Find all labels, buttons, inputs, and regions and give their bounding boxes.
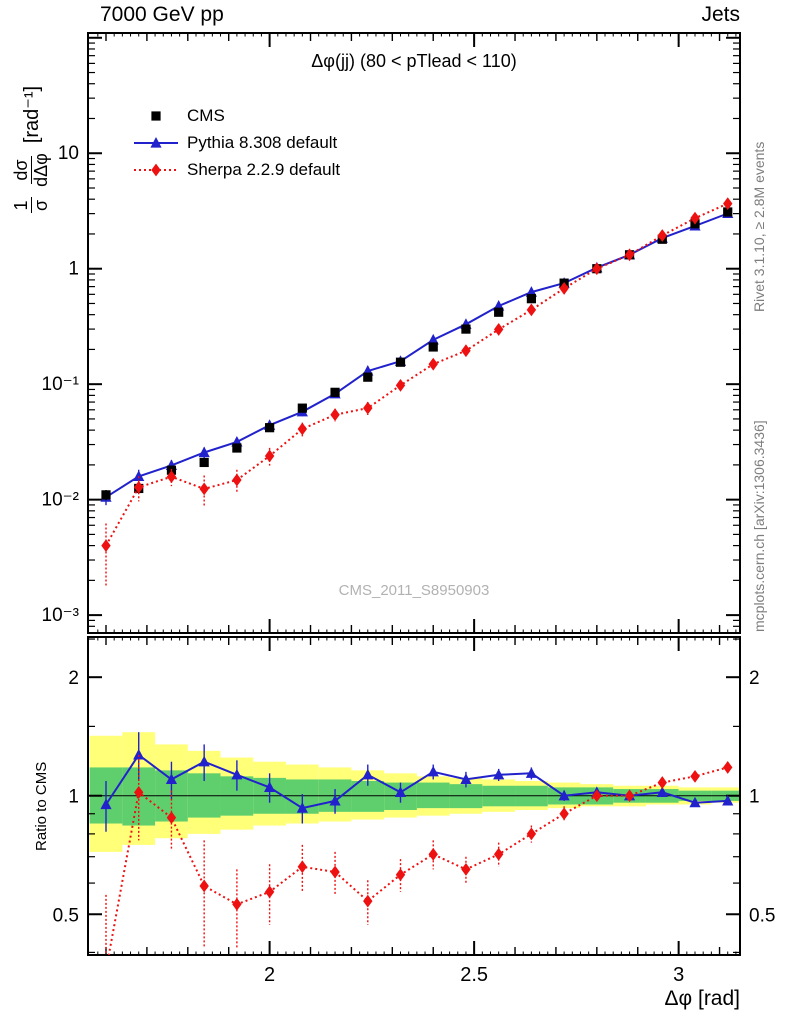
tick-label: 2 (68, 668, 79, 689)
beam-energy-label: 7000 GeV pp (100, 3, 224, 26)
legend-item-pythia: Pythia 8.308 default (133, 129, 340, 156)
legend-label-cms: CMS (187, 105, 225, 125)
y-axis-units: [rad⁻¹] (21, 85, 44, 144)
tick-label: 3 (673, 964, 684, 986)
mcplots-arxiv-note: mcplots.cern.ch [arXiv:1306.3436] (751, 420, 767, 632)
axis-ticks (88, 33, 740, 955)
main-frame (87, 32, 741, 634)
ratio-y-axis-label: Ratio to CMS (33, 761, 50, 851)
tick-label: 0.5 (749, 905, 775, 926)
tick-label: 10⁻¹ (42, 374, 80, 395)
rivet-version-note: Rivet 3.1.10, ≥ 2.8M events (751, 141, 767, 312)
ratio-uncertainty-bands (89, 732, 740, 852)
tick-label: 1 (68, 787, 79, 808)
main-series (100, 197, 734, 587)
tick-label: 1 (68, 259, 79, 280)
cms-square-icon (133, 106, 179, 126)
legend-label-sherpa: Sherpa 2.2.9 default (187, 159, 341, 179)
tick-label: 2.5 (460, 964, 488, 986)
legend-item-cms: CMS (133, 102, 340, 129)
tick-labels: 10 1 10⁻¹ 10⁻² 10⁻³ 2 2 1 1 0.5 0.5 2 2.5 3 (42, 143, 776, 986)
main-y-axis-label: 1 σ dσ dΔφ [rad⁻¹] (11, 85, 52, 214)
pythia-triangle-icon (133, 133, 179, 153)
analysis-group-label: Jets (701, 3, 740, 26)
tick-label: 10⁻² (42, 490, 80, 511)
analysis-id-watermark: CMS_2011_S8950903 (338, 582, 490, 599)
sherpa-diamond-icon (133, 160, 179, 180)
ratio-series (100, 732, 734, 955)
legend-item-sherpa: Sherpa 2.2.9 default (133, 156, 340, 183)
one-over-sigma-fraction: 1 σ (11, 197, 52, 214)
tick-label: 1 (749, 787, 760, 808)
tick-label: 2 (264, 964, 275, 986)
legend: CMS Pythia 8.308 default Sherpa 2.2.9 de… (133, 102, 340, 183)
tick-label: 0.5 (53, 905, 79, 926)
dsigma-dphi-fraction: dσ dΔφ (11, 153, 52, 187)
tick-label: 10 (58, 143, 79, 164)
tick-label: 2 (749, 668, 760, 689)
tick-label: 10⁻³ (42, 605, 80, 626)
x-axis-label: Δφ [rad] (664, 987, 741, 1010)
legend-label-pythia: Pythia 8.308 default (187, 132, 338, 152)
plot-title: Δφ(jj) (80 < pTlead < 110) (311, 51, 517, 71)
